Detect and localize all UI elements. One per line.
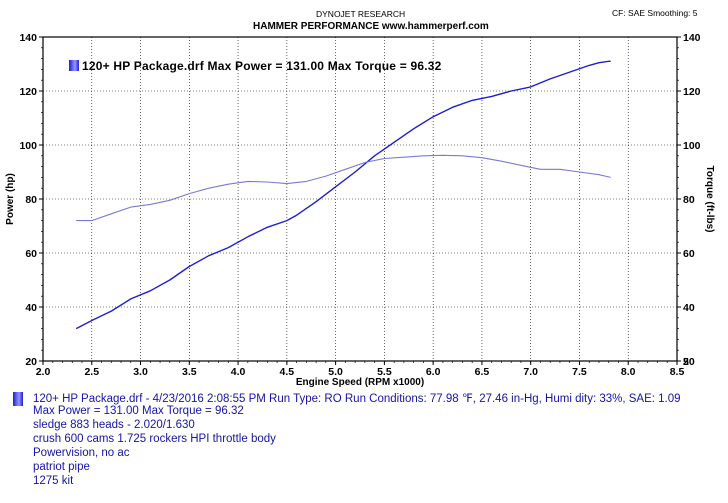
y-tick-label: 100 [19, 140, 37, 152]
chart-title: HAMMER PERFORMANCE www.hammerperf.com [253, 21, 489, 32]
y-right-tick-label: 40 [683, 302, 695, 314]
x-tick-label: 5.0 [328, 366, 343, 378]
x-tick-label: 2.5 [84, 366, 99, 378]
x-tick-label: 6.0 [426, 366, 441, 378]
settings-label: CF: SAE Smoothing: 5 [612, 8, 698, 18]
y-tick-label: 80 [25, 194, 37, 206]
x-tick-label: 4.0 [231, 366, 246, 378]
x-tick-label: 5.5 [377, 366, 392, 378]
y-right-tick-label: 60 [683, 248, 695, 260]
grid [43, 37, 677, 361]
y-right-tick-label: 120 [683, 86, 701, 98]
y-tick-label: 120 [19, 86, 37, 98]
x-tick-label: 3.0 [133, 366, 148, 378]
info-line-tuner: Powervision, no ac [33, 447, 130, 459]
info-line-max: Max Power = 131.00 Max Torque = 96.32 [33, 405, 244, 417]
legend-swatch-icon [69, 60, 79, 71]
x-tick-label: 7.0 [523, 366, 538, 378]
brand-title: DYNOJET RESEARCH [316, 9, 406, 19]
x-tick-label: 6.5 [475, 366, 490, 378]
y-right-axis-label: Torque (ft-lbs) [704, 165, 715, 232]
info-line-run: 120+ HP Package.drf - 4/23/2016 2:08:55 … [33, 393, 681, 405]
x-tick-label: 8.0 [621, 366, 636, 378]
run-swatch-icon [13, 392, 23, 406]
y-right-tick-label: 20 [683, 356, 695, 368]
info-line-heads: sledge 883 heads - 2.020/1.630 [33, 419, 195, 431]
x-tick-label: 4.5 [280, 366, 295, 378]
info-line-pipe: patriot pipe [33, 461, 90, 473]
y-axis-label: Power (hp) [5, 173, 16, 225]
dyno-chart: 2.0 2.5 3.0 3.5 4.0 4.5 5.0 5.5 6.0 6.5 7.0 7.5 8.0 8… [5, 32, 715, 388]
plot-frame [42, 36, 678, 362]
y-right-tick-label: 5 [683, 356, 689, 368]
y-right-tick-label: 140 [683, 32, 701, 44]
info-line-kit: 1275 kit [33, 475, 74, 487]
x-tick-label: 3.5 [182, 366, 197, 378]
axes: 2.0 2.5 3.0 3.5 4.0 4.5 5.0 5.5 6.0 6.5 7.0 7.5 8.0 8… [5, 32, 715, 388]
y-tick-label: 140 [19, 32, 37, 44]
x-tick-label: 2.0 [36, 366, 51, 378]
y-right-tick-label: 80 [683, 194, 695, 206]
y-right-tick-label: 100 [683, 140, 701, 152]
info-line-cams: crush 600 cams 1.725 rockers HPI throttl… [33, 433, 276, 445]
y-tick-label: 40 [25, 302, 37, 314]
y-tick-label: 60 [25, 248, 37, 260]
legend-text: 120+ HP Package.drf Max Power = 131.00 M… [82, 59, 442, 73]
torque-series-line [76, 154, 611, 222]
x-tick-label: 8.5 [670, 366, 685, 378]
x-tick-label: 7.5 [572, 366, 587, 378]
series-lines [75, 60, 611, 330]
power-series-line [75, 60, 611, 330]
y-tick-label: 20 [25, 356, 37, 368]
x-axis-label: Engine Speed (RPM x1000) [296, 377, 424, 388]
